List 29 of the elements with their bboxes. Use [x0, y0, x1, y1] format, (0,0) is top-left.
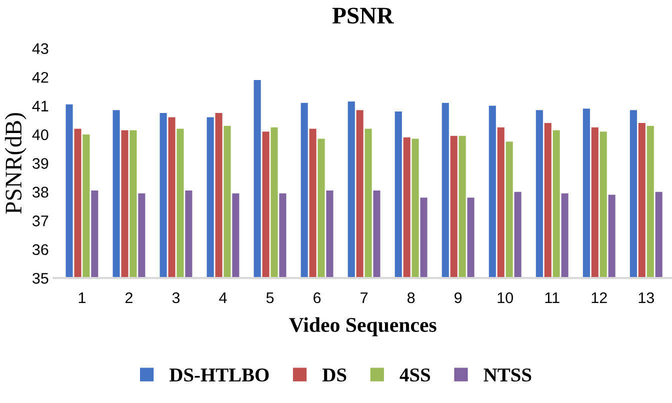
y-tick-label: 39: [32, 158, 48, 169]
x-tick-label: 10: [498, 292, 513, 304]
x-tick-label: 4: [219, 292, 227, 304]
legend-label: DS: [322, 368, 346, 382]
chart-title: PSNR: [332, 8, 394, 24]
x-tick-label: 1: [78, 292, 86, 304]
y-tick-label: 43: [32, 43, 48, 54]
legend-label: DS-HTLBO: [170, 368, 269, 382]
x-tick-label: 5: [266, 292, 274, 304]
x-tick-label: 12: [592, 292, 607, 304]
y-tick-label: 37: [32, 216, 48, 226]
y-tick-label: 42: [32, 72, 48, 83]
x-tick-label: 6: [314, 292, 321, 304]
legend-label: NTSS: [484, 368, 532, 382]
x-axis-title: Video Sequences: [289, 317, 436, 336]
legend-label: 4SS: [400, 368, 430, 382]
x-tick-label: 11: [545, 292, 560, 304]
x-tick-label: 7: [360, 292, 368, 304]
x-tick-label: 2: [126, 292, 132, 304]
x-tick-label: 3: [172, 292, 180, 304]
y-tick-label: 38: [32, 186, 48, 198]
y-tick-label: 41: [32, 100, 48, 112]
y-tick-label: 40: [32, 129, 48, 140]
y-tick-label: 35: [32, 272, 48, 284]
x-tick-label: 8: [407, 292, 415, 304]
x-tick-label: 13: [638, 292, 654, 304]
y-tick-label: 36: [32, 244, 48, 256]
y-axis-title: PSNR(dB): [4, 113, 26, 214]
x-tick-label: 9: [454, 292, 462, 304]
